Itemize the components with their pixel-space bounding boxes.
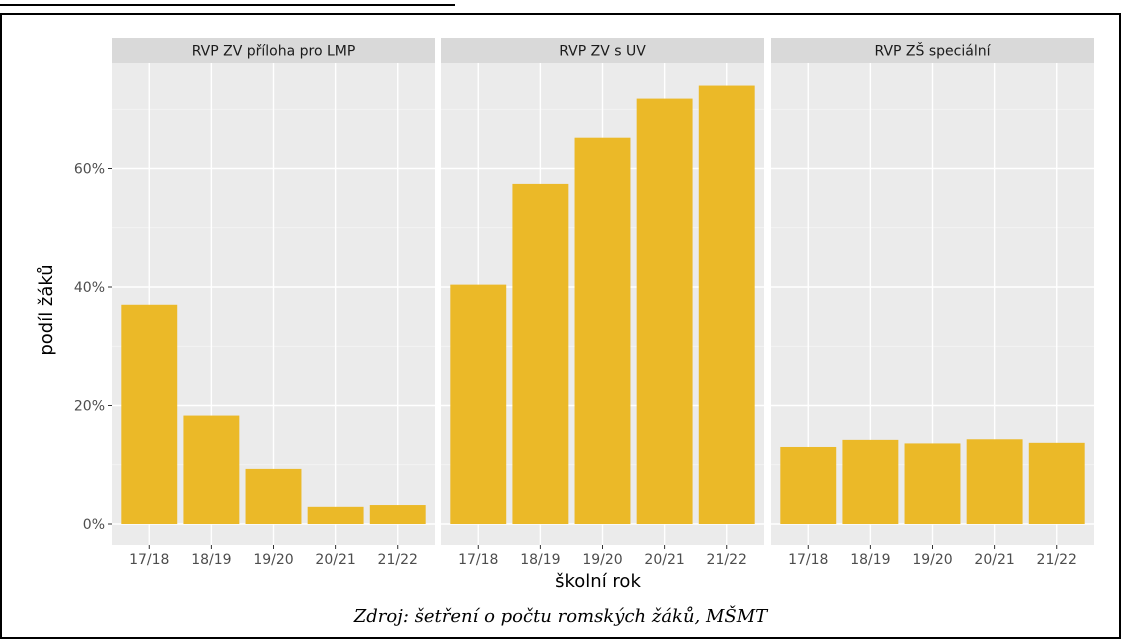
facet-strip-title: RVP ZV s UV: [559, 44, 646, 60]
x-tick-label: 18/19: [191, 552, 231, 568]
y-tick-label: 0%: [83, 517, 105, 533]
bar: [450, 284, 507, 524]
bar: [966, 439, 1023, 524]
x-tick-label: 19/20: [912, 552, 952, 568]
figure-border: [0, 13, 1121, 639]
bar: [183, 415, 240, 524]
x-tick-label: 21/22: [1037, 552, 1077, 568]
facet-strip-title: RVP ZŠ speciální: [875, 42, 992, 60]
x-tick-label: 17/18: [458, 552, 498, 568]
bar: [512, 183, 569, 524]
bar: [307, 506, 364, 524]
bar: [1028, 442, 1085, 524]
bar: [780, 446, 837, 524]
y-tick-label: 40%: [74, 280, 105, 296]
facet-strip: [771, 38, 1094, 63]
y-axis-title: podíl žáků: [36, 264, 57, 355]
bar: [636, 98, 693, 525]
x-tick-label: 20/21: [644, 552, 684, 568]
bar: [904, 443, 961, 524]
facet-strip: [112, 38, 435, 63]
x-tick-label: 19/20: [582, 552, 622, 568]
bar: [245, 468, 302, 524]
x-tick-label: 19/20: [253, 552, 293, 568]
facet-panel: RVP ZV příloha pro LMP 17/18 18/19 19/20 20/…: [112, 38, 435, 568]
x-tick-label: 21/22: [707, 552, 747, 568]
bar: [369, 505, 426, 524]
x-tick-label: 21/22: [378, 552, 418, 568]
bar: [698, 85, 755, 525]
bar: [574, 137, 631, 524]
x-tick-label: 17/18: [788, 552, 828, 568]
facet-strip: [441, 38, 764, 63]
x-tick-label: 18/19: [520, 552, 560, 568]
facet-strip-title: RVP ZV příloha pro LMP: [192, 44, 356, 60]
bar: [121, 304, 178, 524]
x-tick-label: 17/18: [129, 552, 169, 568]
facet-panel: RVP ZŠ speciální 17/18 18/19 19/20 20/21 21/2…: [771, 38, 1094, 568]
y-tick-label: 60%: [74, 162, 105, 178]
y-tick-label: 20%: [74, 399, 105, 415]
facet-panel: RVP ZV s UV 17/18 18/19 19/20 20/21 21/22: [441, 38, 764, 568]
x-tick-label: 20/21: [315, 552, 355, 568]
bar: [842, 439, 899, 524]
x-tick-label: 20/21: [974, 552, 1014, 568]
x-tick-label: 18/19: [850, 552, 890, 568]
source-caption: Zdroj: šetření o počtu romských žáků, MŠ…: [353, 606, 768, 627]
x-axis-title: školní rok: [555, 571, 641, 592]
